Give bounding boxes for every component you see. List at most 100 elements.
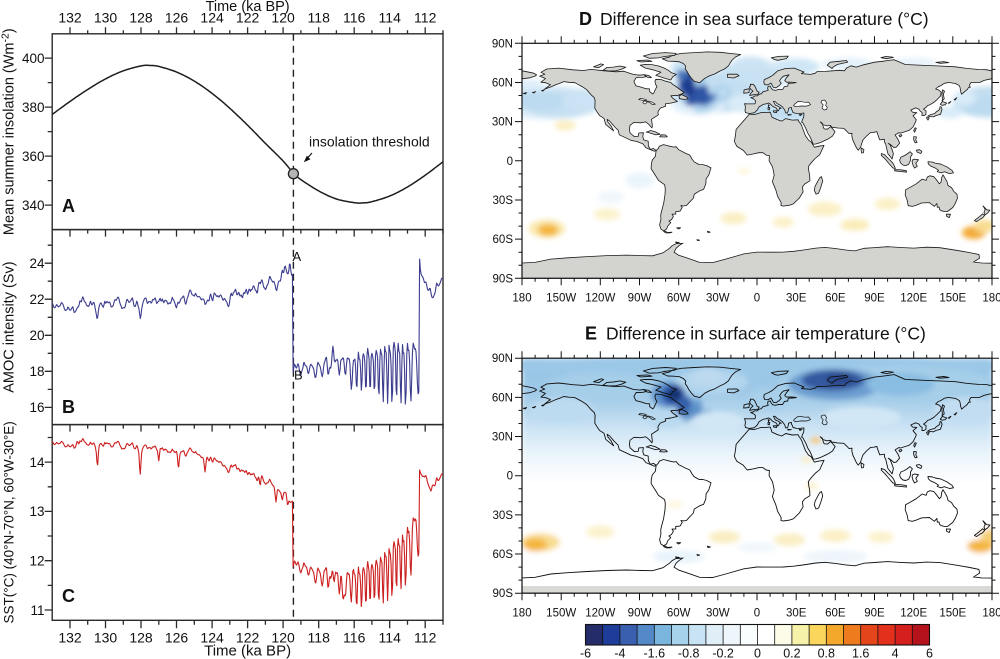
svg-text:E: E	[585, 324, 597, 344]
svg-text:120E: 120E	[900, 293, 927, 305]
svg-text:126: 126	[165, 630, 189, 646]
svg-text:180: 180	[982, 608, 1000, 620]
svg-text:AMOC intensity (Sv): AMOC intensity (Sv)	[2, 261, 18, 392]
svg-text:126: 126	[165, 10, 189, 26]
svg-text:0: 0	[507, 156, 513, 168]
svg-text:30E: 30E	[786, 608, 807, 620]
svg-text:B: B	[294, 368, 303, 383]
svg-text:60N: 60N	[492, 78, 513, 90]
svg-text:0.2: 0.2	[783, 647, 800, 659]
svg-text:20: 20	[29, 328, 44, 343]
svg-text:90S: 90S	[493, 588, 514, 600]
svg-text:11: 11	[30, 603, 44, 618]
svg-text:Mean summer insolation (Wm-2): Mean summer insolation (Wm-2)	[0, 28, 18, 235]
svg-text:30N: 30N	[492, 432, 513, 444]
svg-text:90N: 90N	[492, 353, 513, 365]
svg-text:30S: 30S	[493, 195, 514, 207]
svg-text:128: 128	[129, 630, 153, 646]
svg-text:118: 118	[308, 630, 331, 646]
svg-text:124: 124	[200, 10, 224, 26]
svg-text:120E: 120E	[900, 608, 927, 620]
svg-text:30W: 30W	[706, 293, 730, 305]
svg-text:124: 124	[200, 630, 224, 646]
svg-text:116: 116	[343, 10, 366, 26]
svg-text:0: 0	[507, 471, 513, 483]
svg-text:120W: 120W	[585, 608, 615, 620]
svg-text:132: 132	[58, 630, 82, 646]
svg-text:60W: 60W	[667, 608, 691, 620]
svg-text:90E: 90E	[864, 608, 885, 620]
svg-text:380: 380	[22, 100, 45, 115]
svg-text:13: 13	[29, 504, 44, 519]
svg-text:0: 0	[754, 647, 761, 659]
svg-text:90W: 90W	[628, 608, 652, 620]
svg-text:130: 130	[94, 10, 118, 26]
svg-text:128: 128	[129, 10, 153, 26]
svg-text:90E: 90E	[864, 293, 885, 305]
svg-text:400: 400	[22, 51, 45, 66]
svg-text:112: 112	[414, 630, 437, 646]
svg-text:90N: 90N	[492, 38, 513, 50]
svg-text:122: 122	[236, 10, 260, 26]
svg-text:Difference in surface air temp: Difference in surface air temperature (°…	[606, 324, 926, 344]
svg-text:114: 114	[379, 10, 402, 26]
svg-text:112: 112	[414, 10, 437, 26]
svg-text:120: 120	[271, 10, 295, 26]
svg-text:18: 18	[29, 364, 44, 379]
svg-text:60N: 60N	[492, 392, 513, 404]
svg-text:12: 12	[29, 554, 44, 569]
svg-text:16: 16	[29, 400, 44, 415]
svg-text:30W: 30W	[706, 608, 730, 620]
svg-text:118: 118	[308, 10, 331, 26]
svg-text:150E: 150E	[939, 608, 966, 620]
svg-text:6: 6	[926, 647, 933, 659]
svg-text:130: 130	[94, 630, 118, 646]
svg-text:30N: 30N	[492, 117, 513, 129]
svg-text:D: D	[579, 9, 592, 29]
svg-text:1.6: 1.6	[852, 647, 869, 659]
svg-text:0.8: 0.8	[818, 647, 835, 659]
svg-text:60S: 60S	[493, 549, 514, 561]
svg-text:150W: 150W	[546, 293, 576, 305]
svg-text:60S: 60S	[493, 234, 514, 246]
svg-text:122: 122	[236, 630, 260, 646]
svg-text:150W: 150W	[546, 608, 576, 620]
svg-text:-4: -4	[614, 647, 625, 659]
svg-text:0: 0	[754, 608, 760, 620]
svg-text:90S: 90S	[493, 273, 514, 285]
svg-text:insolation threshold: insolation threshold	[309, 134, 430, 150]
svg-text:B: B	[62, 397, 75, 417]
svg-text:90W: 90W	[628, 293, 652, 305]
svg-text:120: 120	[271, 630, 295, 646]
svg-text:A: A	[293, 249, 302, 264]
svg-text:180: 180	[982, 293, 1000, 305]
svg-text:180: 180	[512, 293, 531, 305]
svg-text:360: 360	[22, 149, 45, 164]
svg-text:60E: 60E	[825, 608, 846, 620]
svg-text:30E: 30E	[786, 293, 807, 305]
svg-text:C: C	[62, 586, 75, 606]
svg-text:-0.2: -0.2	[712, 647, 734, 659]
svg-text:0: 0	[754, 293, 760, 305]
svg-text:150E: 150E	[939, 293, 966, 305]
svg-text:22: 22	[29, 292, 44, 307]
svg-text:-0.8: -0.8	[678, 647, 700, 659]
svg-text:120W: 120W	[585, 293, 615, 305]
svg-text:30S: 30S	[493, 510, 514, 522]
svg-text:24: 24	[29, 256, 45, 271]
svg-text:SST(°C) (40°N-70°N, 60°W-30°E): SST(°C) (40°N-70°N, 60°W-30°E)	[2, 421, 17, 623]
svg-text:180: 180	[512, 608, 531, 620]
svg-text:Difference in sea surface temp: Difference in sea surface temperature (°…	[600, 9, 929, 29]
svg-text:132: 132	[58, 10, 82, 26]
svg-text:60E: 60E	[825, 293, 846, 305]
svg-text:A: A	[62, 196, 75, 216]
svg-text:116: 116	[343, 630, 366, 646]
svg-text:-6: -6	[580, 647, 591, 659]
svg-text:4: 4	[892, 647, 899, 659]
svg-text:14: 14	[29, 455, 45, 470]
svg-text:114: 114	[379, 630, 402, 646]
svg-text:340: 340	[22, 198, 45, 213]
svg-text:60W: 60W	[667, 293, 691, 305]
svg-text:Time (ka BP): Time (ka BP)	[204, 643, 291, 659]
svg-text:-1.6: -1.6	[644, 647, 666, 659]
